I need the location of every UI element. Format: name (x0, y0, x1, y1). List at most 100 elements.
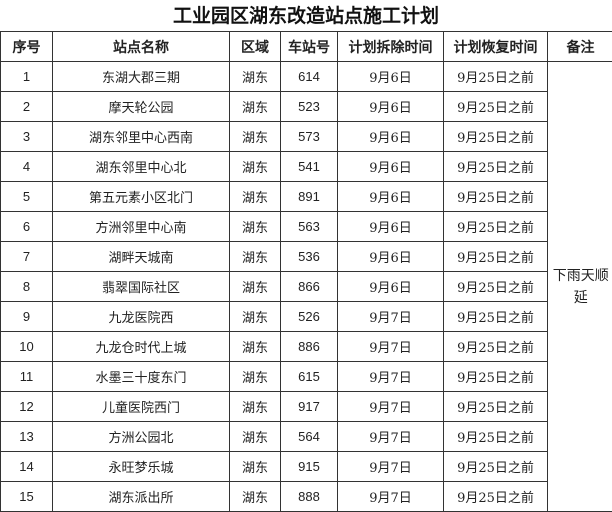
row-index: 11 (1, 362, 53, 392)
removal-time: 9月6日 (338, 212, 444, 242)
station-name: 永旺梦乐城 (53, 452, 230, 482)
station-name: 儿童医院西门 (53, 392, 230, 422)
restore-time: 9月25日之前 (444, 212, 548, 242)
document-title: 工业园区湖东改造站点施工计划 (0, 0, 612, 31)
restore-time: 9月25日之前 (444, 92, 548, 122)
station-name: 九龙医院西 (53, 302, 230, 332)
station-name: 方洲邻里中心南 (53, 212, 230, 242)
restore-time: 9月25日之前 (444, 422, 548, 452)
removal-time: 9月6日 (338, 152, 444, 182)
row-index: 6 (1, 212, 53, 242)
station-name: 摩天轮公园 (53, 92, 230, 122)
removal-time: 9月7日 (338, 332, 444, 362)
restore-time: 9月25日之前 (444, 122, 548, 152)
area: 湖东 (230, 122, 281, 152)
remarks-cell: 下雨天顺延 (548, 62, 612, 512)
row-index: 3 (1, 122, 53, 152)
area: 湖东 (230, 62, 281, 92)
header-restore-time: 计划恢复时间 (444, 32, 548, 62)
area: 湖东 (230, 452, 281, 482)
removal-time: 9月7日 (338, 392, 444, 422)
station-number: 615 (281, 362, 338, 392)
header-station-number: 车站号 (281, 32, 338, 62)
restore-time: 9月25日之前 (444, 302, 548, 332)
removal-time: 9月7日 (338, 482, 444, 512)
removal-time: 9月7日 (338, 302, 444, 332)
header-index: 序号 (1, 32, 53, 62)
header-removal-time: 计划拆除时间 (338, 32, 444, 62)
station-number: 866 (281, 272, 338, 302)
row-index: 10 (1, 332, 53, 362)
removal-time: 9月6日 (338, 272, 444, 302)
row-index: 8 (1, 272, 53, 302)
station-number: 915 (281, 452, 338, 482)
station-number: 886 (281, 332, 338, 362)
header-area: 区域 (230, 32, 281, 62)
removal-time: 9月6日 (338, 122, 444, 152)
removal-time: 9月6日 (338, 92, 444, 122)
station-name: 九龙仓时代上城 (53, 332, 230, 362)
row-index: 4 (1, 152, 53, 182)
removal-time: 9月6日 (338, 242, 444, 272)
row-index: 5 (1, 182, 53, 212)
area: 湖东 (230, 422, 281, 452)
restore-time: 9月25日之前 (444, 272, 548, 302)
station-name: 湖东派出所 (53, 482, 230, 512)
station-name: 水墨三十度东门 (53, 362, 230, 392)
area: 湖东 (230, 92, 281, 122)
restore-time: 9月25日之前 (444, 392, 548, 422)
station-number: 573 (281, 122, 338, 152)
area: 湖东 (230, 302, 281, 332)
restore-time: 9月25日之前 (444, 62, 548, 92)
station-number: 541 (281, 152, 338, 182)
restore-time: 9月25日之前 (444, 482, 548, 512)
station-number: 536 (281, 242, 338, 272)
removal-time: 9月7日 (338, 362, 444, 392)
row-index: 1 (1, 62, 53, 92)
restore-time: 9月25日之前 (444, 182, 548, 212)
area: 湖东 (230, 392, 281, 422)
area: 湖东 (230, 332, 281, 362)
header-row: 序号 站点名称 区域 车站号 计划拆除时间 计划恢复时间 备注 (1, 32, 612, 62)
header-station-name: 站点名称 (53, 32, 230, 62)
station-name: 湖东邻里中心北 (53, 152, 230, 182)
station-number: 564 (281, 422, 338, 452)
row-index: 9 (1, 302, 53, 332)
row-index: 13 (1, 422, 53, 452)
removal-time: 9月6日 (338, 182, 444, 212)
restore-time: 9月25日之前 (444, 452, 548, 482)
header-remarks: 备注 (548, 32, 612, 62)
restore-time: 9月25日之前 (444, 332, 548, 362)
area: 湖东 (230, 212, 281, 242)
station-number: 523 (281, 92, 338, 122)
station-number: 526 (281, 302, 338, 332)
restore-time: 9月25日之前 (444, 152, 548, 182)
station-name: 湖东邻里中心西南 (53, 122, 230, 152)
row-index: 14 (1, 452, 53, 482)
station-name: 方洲公园北 (53, 422, 230, 452)
station-number: 614 (281, 62, 338, 92)
restore-time: 9月25日之前 (444, 362, 548, 392)
row-index: 15 (1, 482, 53, 512)
station-name: 第五元素小区北门 (53, 182, 230, 212)
station-name: 翡翠国际社区 (53, 272, 230, 302)
station-number: 888 (281, 482, 338, 512)
row-index: 12 (1, 392, 53, 422)
removal-time: 9月6日 (338, 62, 444, 92)
area: 湖东 (230, 242, 281, 272)
station-number: 563 (281, 212, 338, 242)
